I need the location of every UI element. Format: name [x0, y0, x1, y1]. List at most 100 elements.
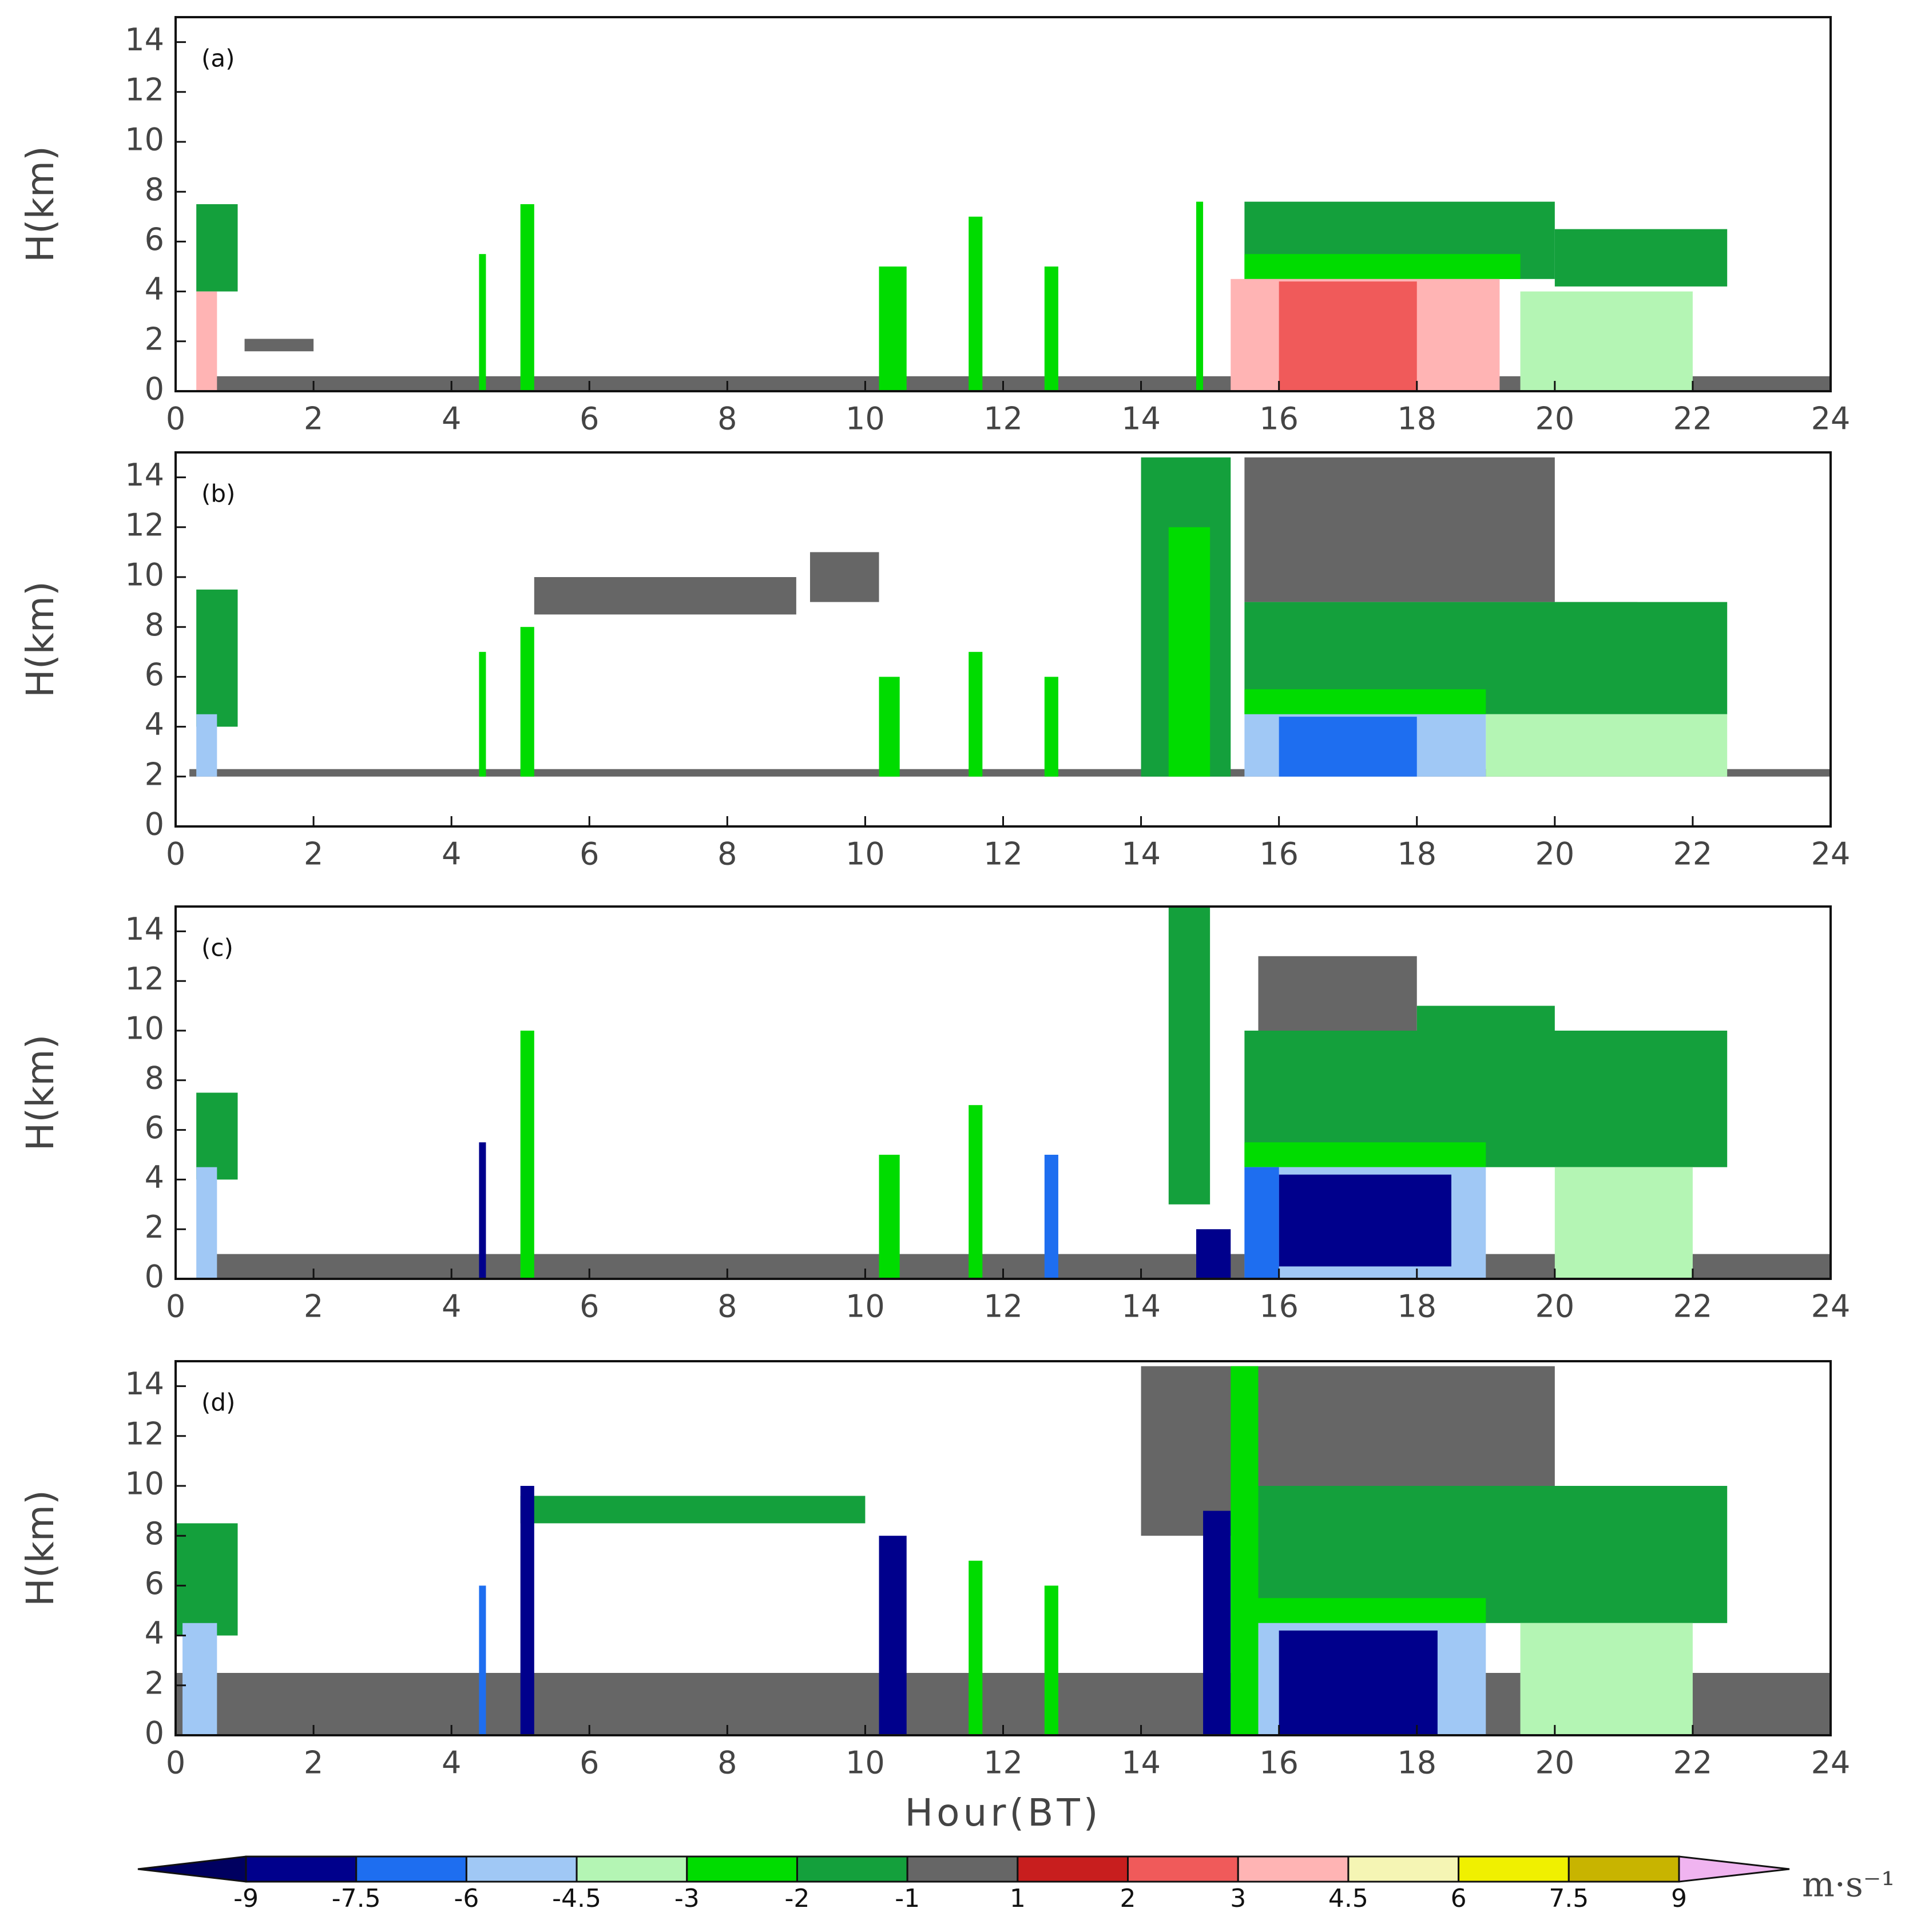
x-tick-label: 24: [1811, 401, 1851, 437]
colorbar-bin: [1678, 1855, 1790, 1883]
field-region: [1279, 1630, 1438, 1735]
y-tick-label: 0: [145, 1259, 164, 1295]
field-region: [969, 651, 983, 777]
x-tick-label: 8: [717, 1745, 737, 1781]
x-tick-label: 20: [1535, 1289, 1574, 1325]
colorbar-tick-label: -1: [895, 1884, 920, 1913]
x-tick-label: 14: [1121, 1745, 1161, 1781]
x-tick-label: 20: [1535, 836, 1574, 872]
field-region: [479, 1585, 486, 1735]
field-region: [1231, 1366, 1259, 1735]
field-region: [1258, 956, 1417, 1031]
y-axis-label: H(km): [18, 1035, 62, 1151]
y-tick-label: 12: [125, 1416, 164, 1452]
field-region: [1279, 1174, 1452, 1267]
field-region: [1044, 1585, 1058, 1735]
field-region: [1520, 291, 1693, 391]
x-tick-label: 8: [717, 1289, 737, 1325]
colorbar-bin: [1458, 1855, 1570, 1883]
x-tick-label: 16: [1259, 1745, 1299, 1781]
colorbar-tick-label: 9: [1671, 1884, 1687, 1913]
field-region: [879, 1536, 907, 1735]
x-tick-label: 24: [1811, 836, 1851, 872]
x-tick-label: 14: [1121, 401, 1161, 437]
colorbar-tick-label: -7.5: [332, 1884, 381, 1913]
colorbar-bin: [1017, 1855, 1129, 1883]
field-region: [196, 714, 217, 777]
x-tick-label: 2: [304, 1745, 323, 1781]
y-tick-label: 12: [125, 961, 164, 997]
colorbar-bin: [465, 1855, 578, 1883]
colorbar-tick-label: -3: [674, 1884, 700, 1913]
colorbar-unit: m·s⁻¹: [1802, 1865, 1895, 1905]
colorbar-tick-label: -4.5: [552, 1884, 601, 1913]
colorbar-tick-label: 2: [1120, 1884, 1136, 1913]
x-tick-label: 12: [983, 1745, 1023, 1781]
colorbar-tick-label: 6: [1451, 1884, 1467, 1913]
x-tick-label: 22: [1673, 1289, 1713, 1325]
x-tick-label: 20: [1535, 401, 1574, 437]
x-tick-label: 14: [1121, 1289, 1161, 1325]
y-tick-label: 14: [125, 911, 164, 947]
colorbar-bin: [245, 1855, 358, 1883]
x-tick-label: 0: [166, 836, 185, 872]
colorbar-tick-label: -9: [233, 1884, 259, 1913]
field-region: [1244, 1167, 1279, 1279]
x-tick-label: 24: [1811, 1745, 1851, 1781]
x-tick-label: 10: [846, 1745, 885, 1781]
field-region: [196, 1167, 217, 1279]
field-region: [1141, 1366, 1245, 1536]
x-tick-label: 10: [846, 1289, 885, 1325]
y-tick-label: 10: [125, 1011, 164, 1047]
x-axis-label: Hour(BT): [904, 1791, 1101, 1835]
field-region: [879, 677, 900, 777]
x-tick-label: 10: [846, 836, 885, 872]
y-axis-label: H(km): [18, 581, 62, 698]
x-tick-label: 2: [304, 1289, 323, 1325]
x-tick-label: 18: [1397, 836, 1436, 872]
y-tick-label: 2: [145, 756, 164, 792]
field-region: [1554, 1167, 1693, 1279]
x-tick-label: 4: [442, 401, 461, 437]
y-tick-label: 2: [145, 1209, 164, 1245]
panel-label: (b): [201, 480, 235, 508]
y-tick-label: 4: [145, 706, 164, 742]
colorbar-tick-label: -6: [454, 1884, 479, 1913]
y-tick-label: 2: [145, 321, 164, 357]
field-region: [1196, 201, 1204, 391]
colorbar-tick-label: -2: [785, 1884, 810, 1913]
x-tick-label: 20: [1535, 1745, 1574, 1781]
field-region: [1416, 1005, 1555, 1080]
x-tick-label: 12: [983, 836, 1023, 872]
field-region: [1044, 1155, 1058, 1279]
colorbar: -9 -7.5 -6 -4.5 -3 -2 -1 1 2 3 4.5 6 7.5 9 m·s⁻¹: [137, 1855, 1895, 1913]
field-region: [1244, 1598, 1486, 1623]
field-region: [520, 1496, 866, 1524]
y-tick-label: 8: [145, 1060, 164, 1096]
field-region: [520, 1486, 534, 1735]
field-region: [479, 651, 486, 777]
field-region: [176, 1523, 238, 1636]
y-tick-label: 4: [145, 1159, 164, 1195]
x-tick-label: 16: [1259, 836, 1299, 872]
field-region: [1244, 457, 1555, 602]
x-tick-label: 18: [1397, 1745, 1436, 1781]
y-tick-label: 0: [145, 371, 164, 407]
panel-label: (c): [201, 934, 233, 962]
field-region: [879, 267, 907, 391]
colorbar-tick-label: 4.5: [1328, 1884, 1368, 1913]
colorbar-tick-label: 7.5: [1549, 1884, 1589, 1913]
y-tick-label: 6: [145, 1110, 164, 1146]
y-tick-label: 14: [125, 22, 164, 58]
field-region: [1244, 254, 1521, 279]
field-region: [1044, 677, 1058, 777]
colorbar-bin: [906, 1855, 1019, 1883]
x-tick-label: 18: [1397, 401, 1436, 437]
x-tick-label: 6: [580, 401, 599, 437]
field-region: [969, 1105, 983, 1279]
colorbar-bin: [1567, 1855, 1680, 1883]
colorbar-bin: [1347, 1855, 1460, 1883]
y-tick-label: 12: [125, 71, 164, 108]
